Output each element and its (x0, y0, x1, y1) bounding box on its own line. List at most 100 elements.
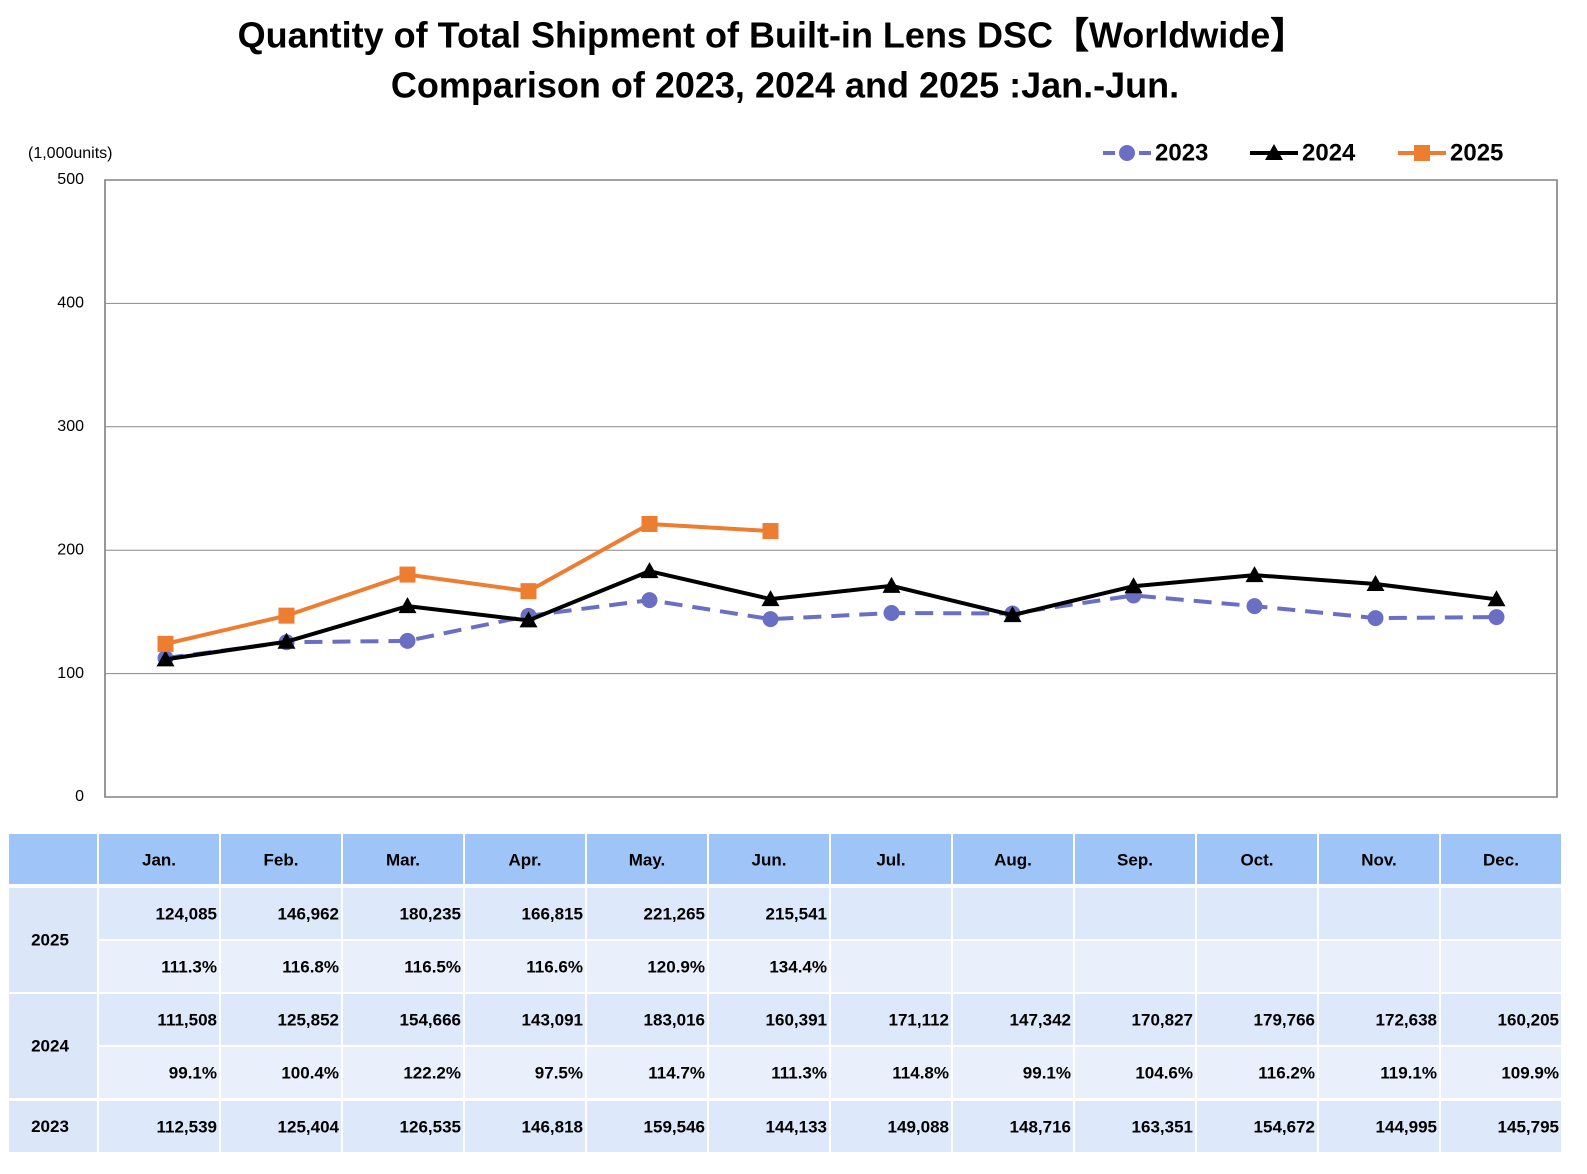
table-cell (585, 886, 709, 941)
table-value: 172,638 (1376, 1010, 1437, 1029)
chart-title: Quantity of Total Shipment of Built-in L… (238, 15, 1307, 56)
table-cell (1439, 1099, 1563, 1154)
table-value: 111,508 (157, 1010, 217, 1029)
table-row-header (7, 1099, 99, 1154)
x-tick-label: Apr. (508, 850, 541, 869)
table-row-label: 2025 (31, 930, 69, 949)
y-tick-label: 200 (57, 541, 84, 558)
x-tick-label: Oct. (1240, 850, 1273, 869)
table-value: 170,827 (1132, 1010, 1193, 1029)
table-ratio: 116.8% (282, 957, 339, 976)
point (519, 611, 538, 628)
point (520, 583, 537, 600)
legend-marker (1119, 145, 1135, 161)
point (1487, 590, 1506, 607)
table-row-header (7, 886, 99, 994)
table-cell (951, 939, 1075, 994)
table-cell (1073, 1099, 1197, 1154)
point (157, 635, 174, 652)
table-cell (707, 1099, 831, 1154)
point (156, 650, 175, 667)
table-header-cell (585, 832, 709, 886)
table-cell (341, 992, 465, 1047)
point (882, 576, 901, 593)
point (278, 607, 295, 624)
table-value: 125,404 (278, 1117, 340, 1136)
table-cell (1439, 939, 1563, 994)
table-cell (463, 1099, 587, 1154)
table-ratio: 100.4% (281, 1063, 339, 1082)
table-cell (1073, 1045, 1197, 1100)
table-header-cell (219, 832, 343, 886)
table-cell (463, 1045, 587, 1100)
table-ratio: 99.1% (1023, 1063, 1071, 1082)
table-cell (97, 1045, 221, 1100)
series-line (165, 593, 1497, 661)
table-value: 148,716 (1010, 1117, 1071, 1136)
table-value: 125,852 (278, 1010, 339, 1029)
point (277, 632, 296, 649)
legend-label: 2025 (1450, 139, 1503, 166)
point (641, 592, 658, 609)
table-value: 126,535 (400, 1117, 461, 1136)
table-cell (585, 1045, 709, 1100)
x-tick-label: Feb. (264, 850, 299, 869)
x-tick-label: May. (629, 850, 666, 869)
point (762, 523, 779, 540)
table-ratio: 120.9% (647, 957, 705, 976)
table-value: 179,766 (1254, 1010, 1315, 1029)
table-cell (219, 886, 343, 941)
table-value: 180,235 (400, 904, 461, 923)
table-ratio: 99.1% (169, 1063, 217, 1082)
table-value: 160,391 (766, 1010, 827, 1029)
point (641, 515, 658, 532)
table-row-label: 2023 (31, 1117, 69, 1136)
y-axis-label: (1,000units) (28, 145, 113, 162)
table-ratio: 97.5% (535, 1063, 583, 1082)
table-value: 143,091 (522, 1010, 583, 1029)
table-value: 160,205 (1498, 1010, 1559, 1029)
plot-frame (104, 179, 1558, 798)
x-tick-label: Mar. (386, 850, 420, 869)
table-cell (829, 886, 953, 941)
legend-label: 2023 (1155, 139, 1208, 166)
table-cell (585, 939, 709, 994)
table-ratio: 134.4% (769, 957, 827, 976)
x-tick-label: Nov. (1361, 850, 1397, 869)
table-cell (1195, 939, 1319, 994)
table-value: 146,818 (522, 1117, 583, 1136)
table-value: 145,795 (1498, 1117, 1559, 1136)
table-value: 154,666 (400, 1010, 461, 1029)
table-value: 215,541 (766, 904, 827, 923)
x-tick-label: Dec. (1483, 850, 1519, 869)
table-cell (341, 886, 465, 941)
table-ratio: 114.8% (892, 1063, 949, 1082)
table-row-label: 2024 (31, 1036, 69, 1055)
table-cell (1195, 1099, 1319, 1154)
y-tick-label: 400 (57, 295, 84, 312)
table-ratio: 111.3% (771, 1063, 827, 1082)
y-tick-label: 100 (57, 665, 84, 682)
table-header-cell (707, 832, 831, 886)
x-tick-label: Aug. (994, 850, 1032, 869)
table-header-cell (97, 832, 221, 886)
series-line (165, 569, 1497, 662)
table-cell (951, 886, 1075, 941)
table-header-cell (1195, 832, 1319, 886)
x-tick-label: Jun. (752, 850, 787, 869)
table-ratio: 111.3% (161, 957, 217, 976)
table-value: 144,133 (766, 1117, 827, 1136)
table-cell (1317, 1099, 1441, 1154)
legend-label: 2024 (1302, 139, 1356, 166)
table-ratio: 104.6% (1135, 1063, 1193, 1082)
table-cell (585, 1099, 709, 1154)
table-cell (1439, 992, 1563, 1047)
table-value: 171,112 (888, 1010, 949, 1029)
table-cell (1317, 939, 1441, 994)
legend-marker (1414, 145, 1430, 161)
table-value: 147,342 (1010, 1010, 1071, 1029)
table-cell (1073, 939, 1197, 994)
table-value: 112,539 (156, 1117, 217, 1136)
table-cell (829, 939, 953, 994)
point (399, 632, 416, 649)
